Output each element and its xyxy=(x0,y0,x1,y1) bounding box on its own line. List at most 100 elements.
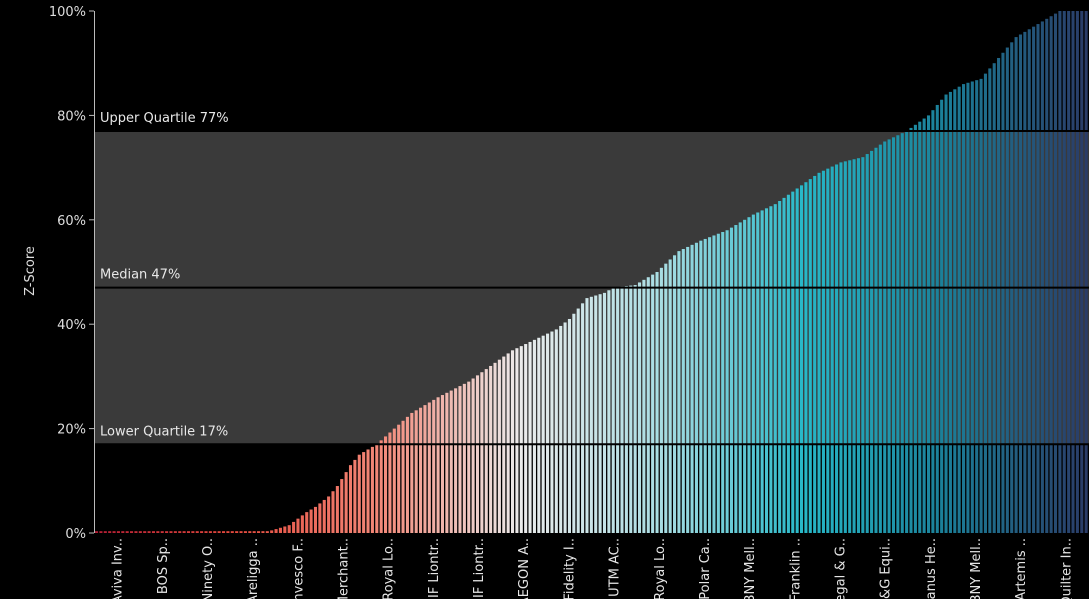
bar xyxy=(708,237,712,533)
bar xyxy=(515,348,519,533)
bar xyxy=(248,531,252,533)
bar xyxy=(230,531,234,533)
bar xyxy=(327,496,331,533)
bar xyxy=(392,428,396,533)
bar xyxy=(642,279,646,533)
bar xyxy=(931,110,935,534)
bar xyxy=(607,290,611,533)
bar xyxy=(283,526,287,533)
x-category-label: BNY Mell.. xyxy=(743,538,758,599)
bar xyxy=(848,160,852,534)
bar xyxy=(668,259,672,533)
bar xyxy=(300,515,304,533)
bar xyxy=(1058,11,1062,533)
bar xyxy=(1027,29,1031,534)
bar xyxy=(546,333,550,533)
bar xyxy=(896,135,900,534)
bar xyxy=(292,521,296,533)
bar xyxy=(252,531,256,533)
bar xyxy=(397,424,401,533)
bar xyxy=(804,182,808,533)
bar xyxy=(287,525,291,533)
bar xyxy=(541,335,545,533)
bar xyxy=(112,531,116,533)
bar xyxy=(826,168,830,533)
x-category-label: Areligga .. xyxy=(246,538,261,599)
bar xyxy=(178,531,182,533)
y-tick-label: 100% xyxy=(49,5,86,20)
bar xyxy=(979,78,983,534)
bar xyxy=(655,272,659,533)
y-tick-label: 20% xyxy=(57,423,86,438)
bar xyxy=(384,436,388,533)
bar xyxy=(673,255,677,534)
bar xyxy=(953,89,957,534)
bar xyxy=(366,449,370,533)
bar xyxy=(620,286,624,533)
bar xyxy=(550,331,554,533)
bar xyxy=(1062,11,1066,533)
bar xyxy=(353,459,357,533)
bar xyxy=(703,238,707,533)
bar xyxy=(554,329,558,533)
bar xyxy=(900,133,904,533)
bar xyxy=(1040,21,1044,533)
bar xyxy=(677,251,681,533)
bar xyxy=(432,399,436,533)
bar xyxy=(401,420,405,533)
bar xyxy=(221,531,226,533)
bar xyxy=(191,531,195,533)
bar xyxy=(870,150,874,533)
bar xyxy=(751,214,755,533)
bar xyxy=(646,277,650,533)
bar xyxy=(760,210,764,533)
bar xyxy=(108,531,112,533)
bar xyxy=(427,402,431,533)
reference-line-label: Lower Quartile 17% xyxy=(100,424,228,439)
bar xyxy=(602,292,607,533)
bar xyxy=(629,285,633,533)
bar xyxy=(309,509,313,533)
bar xyxy=(743,219,747,534)
bar xyxy=(375,444,379,533)
bar xyxy=(769,206,773,534)
x-category-label: IF Liontr.. xyxy=(472,538,487,598)
bar xyxy=(821,170,825,534)
bar xyxy=(725,230,729,534)
bar xyxy=(165,531,169,533)
x-category-label: Royal Lo.. xyxy=(653,538,668,599)
bar xyxy=(1075,11,1079,533)
x-category-label: Janus He.. xyxy=(924,538,939,599)
bar xyxy=(497,359,501,533)
bar xyxy=(699,240,703,533)
bar xyxy=(419,407,423,533)
bar xyxy=(1067,11,1071,533)
bar xyxy=(121,531,125,533)
x-category-label: Aviva Inv.. xyxy=(111,538,126,599)
bar xyxy=(467,381,471,533)
bar xyxy=(440,395,445,533)
bar xyxy=(480,372,484,533)
bar xyxy=(257,531,261,533)
bar xyxy=(243,531,247,533)
bar xyxy=(865,154,869,533)
x-category-label: Legal & G.. xyxy=(834,538,849,599)
bar xyxy=(1018,34,1023,534)
bar xyxy=(926,115,931,534)
bar xyxy=(313,506,318,533)
bar xyxy=(585,298,589,533)
bar xyxy=(594,295,598,533)
bar xyxy=(213,531,217,533)
bar xyxy=(637,282,642,533)
bar xyxy=(962,84,966,533)
bar xyxy=(493,362,497,533)
bar xyxy=(348,465,353,533)
bar xyxy=(147,531,151,533)
bar xyxy=(835,164,839,533)
bar xyxy=(318,503,322,533)
bar xyxy=(729,227,734,533)
bar xyxy=(484,369,488,533)
bar xyxy=(970,81,974,533)
x-category-label: Franklin .. xyxy=(788,538,803,599)
reference-line-label: Median 47% xyxy=(100,268,180,283)
